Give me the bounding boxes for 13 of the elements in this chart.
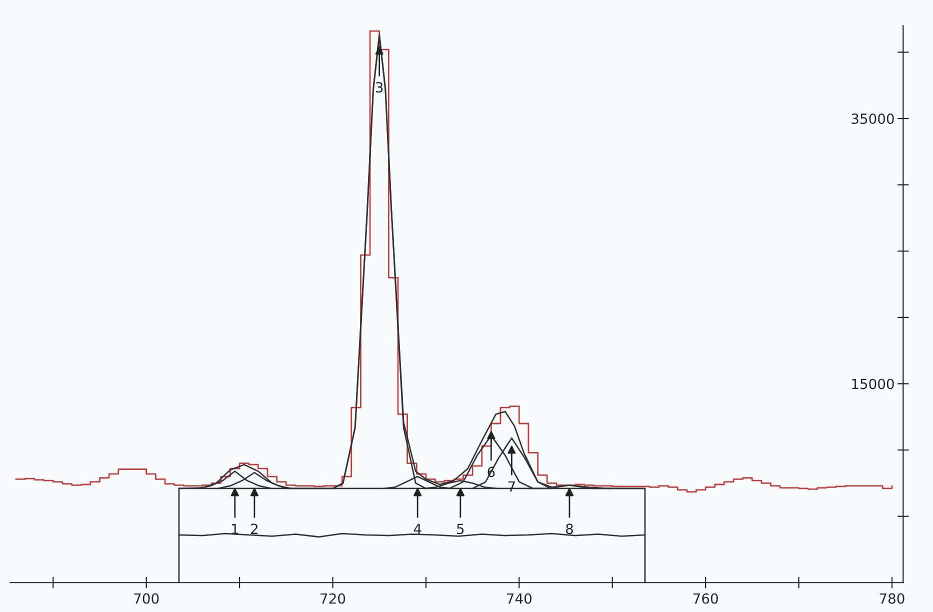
annotation: 1 [232,524,238,534]
x-tick-label: 760 [693,593,718,604]
annotation: 4 [414,524,422,534]
x-tick-label: 700 [134,593,159,604]
annotation: 5 [457,524,464,534]
annotation: 8 [566,524,573,534]
y-tick-label: 15000 [852,378,894,390]
x-tick-label: 780 [880,593,904,604]
y-tick-label: 35000 [852,113,894,124]
x-tick-label: 720 [320,593,346,604]
x-tick-label: 740 [507,593,532,604]
annotation: 2 [251,524,258,534]
annotation: 3 [376,82,383,93]
